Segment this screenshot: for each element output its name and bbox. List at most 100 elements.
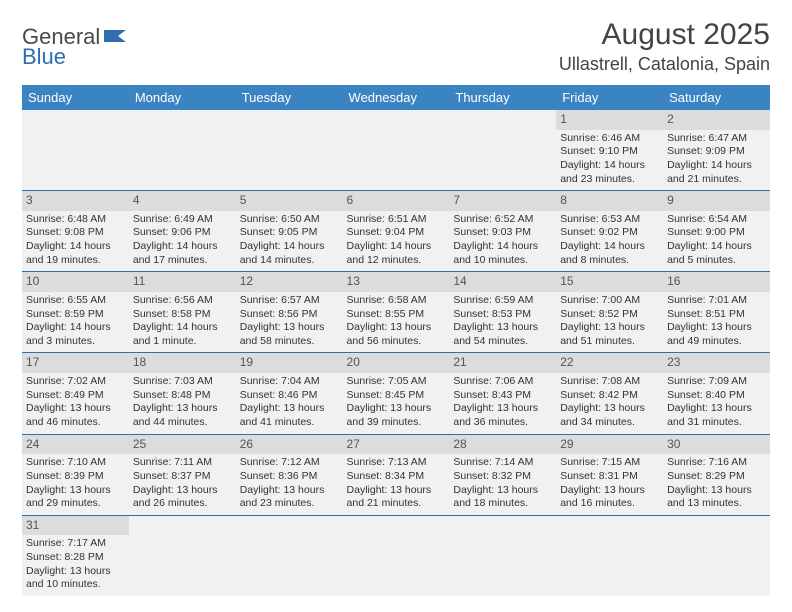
daylight-text: Daylight: 13 hours	[133, 402, 232, 416]
daylight-text: and 23 minutes.	[560, 173, 659, 187]
empty-cell	[129, 515, 236, 596]
day-number: 17	[22, 353, 129, 373]
location: Ullastrell, Catalonia, Spain	[559, 54, 770, 75]
week-row: 31Sunrise: 7:17 AMSunset: 8:28 PMDayligh…	[22, 515, 770, 596]
day-cell: 24Sunrise: 7:10 AMSunset: 8:39 PMDayligh…	[22, 434, 129, 515]
day-cell: 5Sunrise: 6:50 AMSunset: 9:05 PMDaylight…	[236, 191, 343, 272]
sunset-text: Sunset: 8:36 PM	[240, 470, 339, 484]
sunrise-text: Sunrise: 6:59 AM	[453, 294, 552, 308]
sunset-text: Sunset: 8:48 PM	[133, 389, 232, 403]
day-number: 24	[22, 435, 129, 455]
daylight-text: and 51 minutes.	[560, 335, 659, 349]
day-number: 18	[129, 353, 236, 373]
sunrise-text: Sunrise: 6:58 AM	[347, 294, 446, 308]
daylight-text: Daylight: 13 hours	[667, 402, 766, 416]
day-cell: 8Sunrise: 6:53 AMSunset: 9:02 PMDaylight…	[556, 191, 663, 272]
sunset-text: Sunset: 9:05 PM	[240, 226, 339, 240]
daylight-text: and 29 minutes.	[26, 497, 125, 511]
daylight-text: Daylight: 14 hours	[560, 159, 659, 173]
daylight-text: Daylight: 14 hours	[453, 240, 552, 254]
sunset-text: Sunset: 8:39 PM	[26, 470, 125, 484]
daylight-text: and 23 minutes.	[240, 497, 339, 511]
daylight-text: Daylight: 13 hours	[26, 484, 125, 498]
daylight-text: Daylight: 14 hours	[240, 240, 339, 254]
sunset-text: Sunset: 9:06 PM	[133, 226, 232, 240]
sunset-text: Sunset: 8:28 PM	[26, 551, 125, 565]
daylight-text: and 3 minutes.	[26, 335, 125, 349]
daylight-text: Daylight: 13 hours	[453, 402, 552, 416]
day-cell: 21Sunrise: 7:06 AMSunset: 8:43 PMDayligh…	[449, 353, 556, 434]
day-number: 27	[343, 435, 450, 455]
day-cell: 27Sunrise: 7:13 AMSunset: 8:34 PMDayligh…	[343, 434, 450, 515]
daylight-text: and 58 minutes.	[240, 335, 339, 349]
day-cell: 12Sunrise: 6:57 AMSunset: 8:56 PMDayligh…	[236, 272, 343, 353]
day-number: 25	[129, 435, 236, 455]
sunrise-text: Sunrise: 7:13 AM	[347, 456, 446, 470]
sunrise-text: Sunrise: 6:51 AM	[347, 213, 446, 227]
empty-cell	[343, 515, 450, 596]
day-cell: 14Sunrise: 6:59 AMSunset: 8:53 PMDayligh…	[449, 272, 556, 353]
week-row: 10Sunrise: 6:55 AMSunset: 8:59 PMDayligh…	[22, 272, 770, 353]
sunset-text: Sunset: 9:09 PM	[667, 145, 766, 159]
day-cell: 20Sunrise: 7:05 AMSunset: 8:45 PMDayligh…	[343, 353, 450, 434]
day-cell: 30Sunrise: 7:16 AMSunset: 8:29 PMDayligh…	[663, 434, 770, 515]
sunrise-text: Sunrise: 7:11 AM	[133, 456, 232, 470]
empty-cell	[556, 515, 663, 596]
sunset-text: Sunset: 8:34 PM	[347, 470, 446, 484]
daylight-text: Daylight: 13 hours	[347, 321, 446, 335]
sunrise-text: Sunrise: 7:02 AM	[26, 375, 125, 389]
week-row: 3Sunrise: 6:48 AMSunset: 9:08 PMDaylight…	[22, 191, 770, 272]
sunrise-text: Sunrise: 6:53 AM	[560, 213, 659, 227]
daylight-text: Daylight: 13 hours	[453, 484, 552, 498]
sunset-text: Sunset: 8:42 PM	[560, 389, 659, 403]
empty-cell	[663, 515, 770, 596]
week-row: 17Sunrise: 7:02 AMSunset: 8:49 PMDayligh…	[22, 353, 770, 434]
sunrise-text: Sunrise: 6:49 AM	[133, 213, 232, 227]
day-cell: 13Sunrise: 6:58 AMSunset: 8:55 PMDayligh…	[343, 272, 450, 353]
day-number: 1	[556, 110, 663, 130]
sunset-text: Sunset: 8:37 PM	[133, 470, 232, 484]
daylight-text: and 34 minutes.	[560, 416, 659, 430]
title-block: August 2025 Ullastrell, Catalonia, Spain	[559, 18, 770, 75]
day-cell: 1Sunrise: 6:46 AMSunset: 9:10 PMDaylight…	[556, 110, 663, 191]
header: General August 2025 Ullastrell, Cataloni…	[22, 18, 770, 75]
sunrise-text: Sunrise: 7:08 AM	[560, 375, 659, 389]
empty-cell	[343, 110, 450, 191]
sunrise-text: Sunrise: 7:03 AM	[133, 375, 232, 389]
sunrise-text: Sunrise: 6:46 AM	[560, 132, 659, 146]
day-number: 4	[129, 191, 236, 211]
daylight-text: Daylight: 13 hours	[453, 321, 552, 335]
day-cell: 9Sunrise: 6:54 AMSunset: 9:00 PMDaylight…	[663, 191, 770, 272]
day-number: 19	[236, 353, 343, 373]
sunrise-text: Sunrise: 7:12 AM	[240, 456, 339, 470]
day-cell: 6Sunrise: 6:51 AMSunset: 9:04 PMDaylight…	[343, 191, 450, 272]
day-number: 16	[663, 272, 770, 292]
sunrise-text: Sunrise: 7:15 AM	[560, 456, 659, 470]
daylight-text: and 13 minutes.	[667, 497, 766, 511]
sunset-text: Sunset: 8:56 PM	[240, 308, 339, 322]
day-number: 21	[449, 353, 556, 373]
sunset-text: Sunset: 8:40 PM	[667, 389, 766, 403]
sunset-text: Sunset: 9:08 PM	[26, 226, 125, 240]
day-header: Sunday	[22, 85, 129, 110]
day-cell: 28Sunrise: 7:14 AMSunset: 8:32 PMDayligh…	[449, 434, 556, 515]
empty-cell	[22, 110, 129, 191]
daylight-text: Daylight: 13 hours	[26, 565, 125, 579]
sunrise-text: Sunrise: 6:50 AM	[240, 213, 339, 227]
sunset-text: Sunset: 8:31 PM	[560, 470, 659, 484]
day-cell: 7Sunrise: 6:52 AMSunset: 9:03 PMDaylight…	[449, 191, 556, 272]
calendar-table: SundayMondayTuesdayWednesdayThursdayFrid…	[22, 85, 770, 596]
daylight-text: Daylight: 13 hours	[347, 402, 446, 416]
day-cell: 26Sunrise: 7:12 AMSunset: 8:36 PMDayligh…	[236, 434, 343, 515]
day-cell: 15Sunrise: 7:00 AMSunset: 8:52 PMDayligh…	[556, 272, 663, 353]
day-number: 6	[343, 191, 450, 211]
day-cell: 17Sunrise: 7:02 AMSunset: 8:49 PMDayligh…	[22, 353, 129, 434]
day-number: 26	[236, 435, 343, 455]
sunrise-text: Sunrise: 7:00 AM	[560, 294, 659, 308]
sunset-text: Sunset: 8:32 PM	[453, 470, 552, 484]
sunset-text: Sunset: 9:04 PM	[347, 226, 446, 240]
calendar-body: 1Sunrise: 6:46 AMSunset: 9:10 PMDaylight…	[22, 110, 770, 596]
daylight-text: and 21 minutes.	[667, 173, 766, 187]
daylight-text: Daylight: 13 hours	[560, 402, 659, 416]
day-cell: 10Sunrise: 6:55 AMSunset: 8:59 PMDayligh…	[22, 272, 129, 353]
